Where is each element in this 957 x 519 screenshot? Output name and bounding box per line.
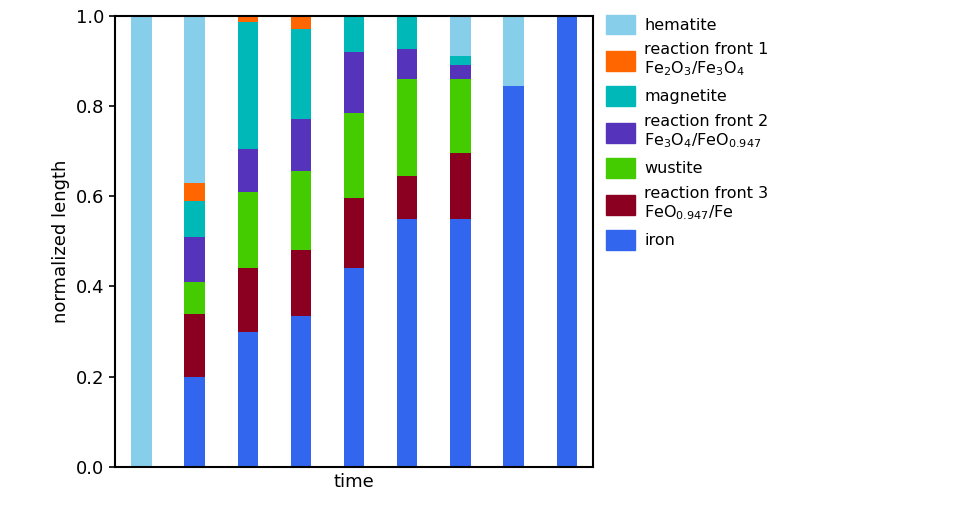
- Bar: [185, 16, 205, 183]
- Bar: [344, 113, 365, 198]
- Bar: [503, 86, 523, 467]
- Bar: [397, 79, 417, 176]
- Bar: [397, 16, 417, 49]
- Bar: [185, 183, 205, 201]
- Bar: [237, 332, 257, 467]
- Bar: [557, 16, 577, 467]
- Bar: [185, 313, 205, 377]
- Bar: [344, 16, 365, 52]
- Bar: [237, 192, 257, 268]
- Bar: [185, 282, 205, 313]
- Bar: [291, 16, 311, 29]
- Bar: [397, 176, 417, 219]
- Bar: [291, 171, 311, 250]
- X-axis label: time: time: [334, 473, 374, 490]
- Bar: [237, 7, 257, 22]
- Bar: [237, 268, 257, 332]
- Bar: [451, 153, 471, 219]
- Bar: [185, 201, 205, 237]
- Bar: [451, 219, 471, 467]
- Bar: [291, 316, 311, 467]
- Bar: [344, 198, 365, 268]
- Bar: [344, 268, 365, 467]
- Bar: [451, 79, 471, 153]
- Bar: [503, 16, 523, 86]
- Bar: [237, 22, 257, 149]
- Y-axis label: normalized length: normalized length: [53, 160, 71, 323]
- Bar: [397, 49, 417, 79]
- Bar: [291, 250, 311, 316]
- Bar: [185, 237, 205, 282]
- Bar: [397, 219, 417, 467]
- Bar: [344, 52, 365, 113]
- Legend: hematite, reaction front 1
Fe$_2$O$_3$/Fe$_3$O$_4$, magnetite, reaction front 2
: hematite, reaction front 1 Fe$_2$O$_3$/F…: [606, 15, 768, 250]
- Bar: [451, 16, 471, 56]
- Bar: [291, 29, 311, 119]
- Bar: [237, 149, 257, 192]
- Bar: [131, 16, 151, 467]
- Bar: [185, 377, 205, 467]
- Bar: [291, 119, 311, 171]
- Bar: [451, 56, 471, 65]
- Bar: [451, 65, 471, 79]
